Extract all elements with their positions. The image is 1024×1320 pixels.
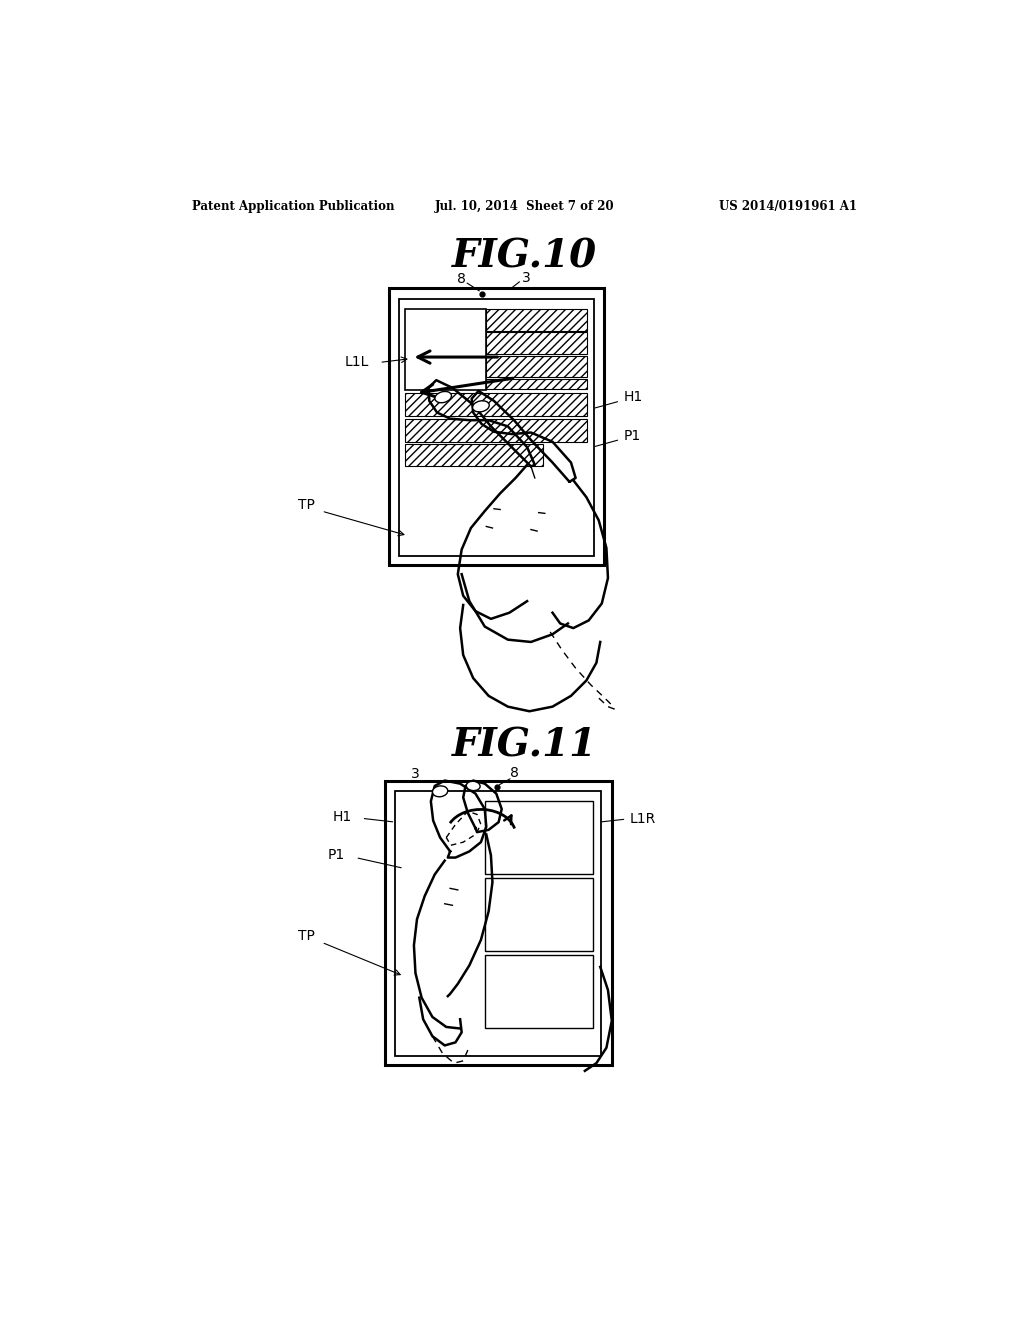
Text: FIG.10: FIG.10 <box>453 238 597 276</box>
Bar <box>484 954 593 1028</box>
Bar <box>404 418 587 442</box>
Text: P1: P1 <box>624 429 641 442</box>
Bar <box>398 298 594 556</box>
Bar <box>404 309 485 391</box>
Bar <box>485 333 587 354</box>
Bar <box>484 800 593 874</box>
Text: L1R: L1R <box>630 812 655 826</box>
Text: Jul. 10, 2014  Sheet 7 of 20: Jul. 10, 2014 Sheet 7 of 20 <box>435 199 614 213</box>
Ellipse shape <box>472 401 489 412</box>
Text: FIG.11: FIG.11 <box>453 726 597 764</box>
Text: Patent Application Publication: Patent Application Publication <box>193 199 394 213</box>
Text: 3: 3 <box>522 271 530 285</box>
Bar <box>404 393 587 416</box>
Bar <box>485 355 587 378</box>
Bar <box>485 379 587 389</box>
Ellipse shape <box>432 785 447 797</box>
Bar <box>484 878 593 950</box>
Bar <box>485 309 587 331</box>
Text: 8: 8 <box>458 272 466 286</box>
Text: US 2014/0191961 A1: US 2014/0191961 A1 <box>720 199 857 213</box>
Ellipse shape <box>466 781 480 791</box>
Text: 3: 3 <box>411 767 420 781</box>
Text: H1: H1 <box>333 809 352 824</box>
Bar <box>385 780 611 1065</box>
Bar <box>388 288 604 565</box>
Text: TP: TP <box>298 929 315 942</box>
Text: H1: H1 <box>624 391 643 404</box>
Ellipse shape <box>435 392 452 403</box>
Text: 8: 8 <box>510 766 518 780</box>
Bar <box>395 792 601 1056</box>
Bar <box>404 444 544 466</box>
Text: TP: TP <box>298 498 315 512</box>
Text: P1: P1 <box>328 849 345 862</box>
Text: L1L: L1L <box>345 355 370 370</box>
